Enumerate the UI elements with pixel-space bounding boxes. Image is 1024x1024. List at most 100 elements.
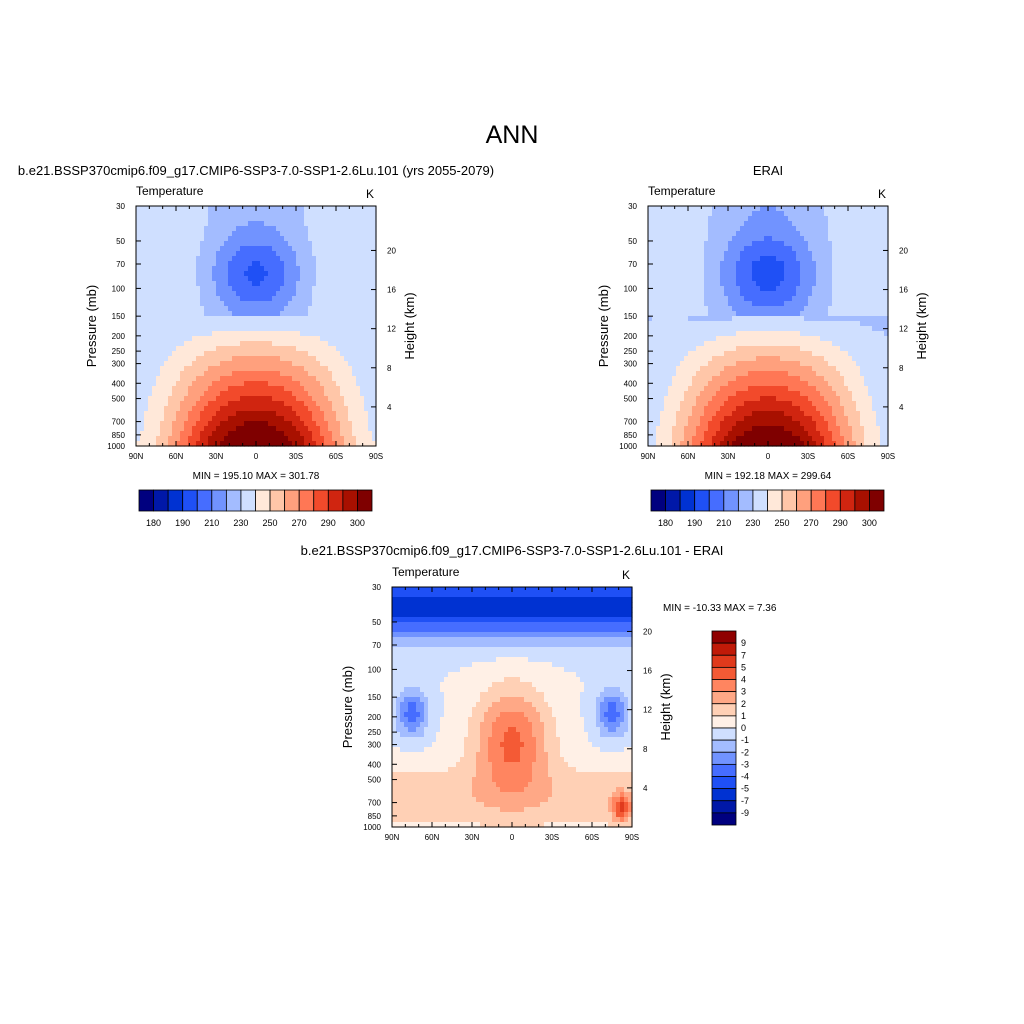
- contour-cell: [248, 436, 253, 442]
- contour-cell: [252, 436, 257, 442]
- contour-cell: [788, 361, 793, 367]
- contour-cell: [652, 371, 657, 377]
- contour-cell: [336, 216, 341, 222]
- contour-cell: [344, 266, 349, 272]
- contour-cell: [212, 321, 217, 327]
- contour-cell: [144, 231, 149, 237]
- contour-cell: [672, 286, 677, 292]
- contour-cell: [152, 286, 157, 292]
- contour-cell: [812, 306, 817, 312]
- contour-cell: [328, 281, 333, 287]
- contour-cell: [316, 271, 321, 277]
- contour-cell: [836, 226, 841, 232]
- contour-cell: [140, 361, 145, 367]
- contour-cell: [208, 301, 213, 307]
- contour-cell: [360, 251, 365, 257]
- contour-cell: [864, 331, 869, 337]
- contour-cell: [876, 291, 881, 297]
- contour-cell: [712, 216, 717, 222]
- contour-cell: [224, 366, 229, 372]
- x-tick-label: 30N: [209, 452, 224, 461]
- contour-cell: [140, 271, 145, 277]
- contour-cell: [792, 266, 797, 272]
- contour-cell: [748, 336, 753, 342]
- contour-cell: [356, 436, 361, 442]
- contour-cell: [720, 321, 725, 327]
- contour-cell: [260, 376, 265, 382]
- contour-cell: [844, 321, 849, 327]
- contour-cell: [232, 311, 237, 317]
- contour-cell: [256, 211, 261, 217]
- contour-cell: [364, 256, 369, 262]
- contour-cell: [168, 211, 173, 217]
- contour-cell: [816, 261, 821, 267]
- contour-cell: [660, 366, 665, 372]
- contour-cell: [192, 396, 197, 402]
- contour-cell: [344, 391, 349, 397]
- contour-cell: [756, 316, 761, 322]
- contour-cell: [164, 236, 169, 242]
- contour-cell: [348, 236, 353, 242]
- contour-cell: [204, 241, 209, 247]
- contour-cell: [372, 396, 377, 402]
- contour-cell: [304, 206, 309, 212]
- contour-cell: [212, 336, 217, 342]
- contour-cell: [156, 316, 161, 322]
- contour-cell: [836, 251, 841, 257]
- contour-cell: [316, 421, 321, 427]
- contour-cell: [840, 231, 845, 237]
- contour-cell: [272, 221, 277, 227]
- contour-cell: [812, 211, 817, 217]
- contour-cell: [220, 221, 225, 227]
- contour-cell: [884, 246, 889, 252]
- contour-cell: [792, 311, 797, 317]
- contour-cell: [700, 366, 705, 372]
- contour-cell: [340, 346, 345, 352]
- contour-cell: [212, 281, 217, 287]
- contour-cell: [164, 316, 169, 322]
- contour-cell: [828, 286, 833, 292]
- contour-cell: [868, 226, 873, 232]
- contour-cell: [300, 241, 305, 247]
- contour-cell: [708, 356, 713, 362]
- contour-cell: [256, 316, 261, 322]
- contour-cell: [316, 406, 321, 412]
- contour-cell: [268, 271, 273, 277]
- contour-cell: [760, 246, 765, 252]
- contour-cell: [852, 246, 857, 252]
- contour-cell: [292, 221, 297, 227]
- contour-cell: [728, 236, 733, 242]
- contour-cell: [216, 271, 221, 277]
- contour-cell: [164, 351, 169, 357]
- contour-cell: [188, 336, 193, 342]
- contour-cell: [140, 256, 145, 262]
- contour-cell: [852, 331, 857, 337]
- contour-cell: [356, 316, 361, 322]
- contour-cell: [216, 416, 221, 422]
- contour-cell: [336, 291, 341, 297]
- contour-cell: [308, 231, 313, 237]
- contour-cell: [748, 241, 753, 247]
- contour-cell: [336, 421, 341, 427]
- contour-cell: [820, 231, 825, 237]
- contour-cell: [308, 251, 313, 257]
- contour-cell: [364, 266, 369, 272]
- contour-cell: [256, 401, 261, 407]
- contour-cell: [356, 376, 361, 382]
- contour-cell: [784, 281, 789, 287]
- contour-cell: [168, 416, 173, 422]
- contour-cell: [220, 391, 225, 397]
- contour-cell: [796, 221, 801, 227]
- contour-cell: [860, 291, 865, 297]
- contour-cell: [176, 301, 181, 307]
- contour-cell: [236, 246, 241, 252]
- contour-cell: [336, 376, 341, 382]
- contour-cell: [652, 351, 657, 357]
- contour-cell: [780, 306, 785, 312]
- contour-cell: [852, 366, 857, 372]
- contour-cell: [332, 226, 337, 232]
- contour-cell: [704, 256, 709, 262]
- contour-cell: [292, 276, 297, 282]
- contour-cell: [832, 271, 837, 277]
- contour-cell: [368, 406, 373, 412]
